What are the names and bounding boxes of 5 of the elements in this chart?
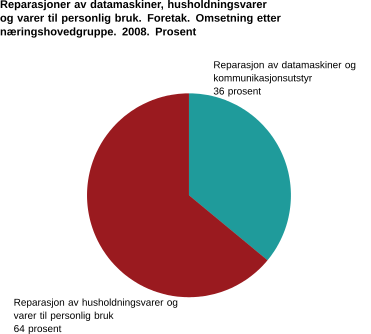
slice-label: Reparasjon av husholdningsvarer og varer til personlig bruk	[14, 298, 178, 321]
data-label: 64 prosent	[14, 324, 62, 334]
data-label: 36 prosent	[214, 87, 262, 97]
slice-label: Reparasjon av datamaskiner og kommunikasjonsutstyr	[214, 60, 356, 84]
chart-title: Reparasjoner av datamaskiner, husholdningsvarer og varer til personlig bruk. Foretak. Omsetning etter næringshovedgruppe. 2008. Prosent	[0, 0, 281, 38]
